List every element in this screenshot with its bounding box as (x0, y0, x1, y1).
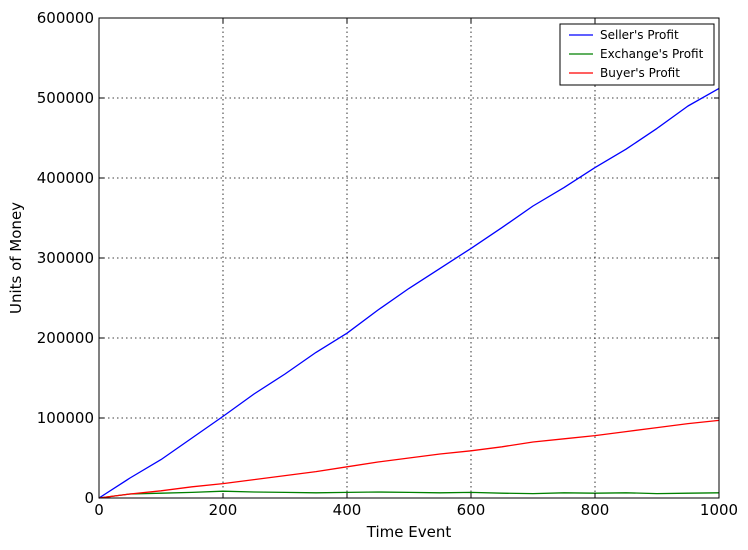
y-tick-label: 200000 (37, 329, 94, 347)
legend: Seller's Profit Exchange's Profit Buyer's … (559, 23, 715, 86)
y-tick-label: 400000 (37, 169, 94, 187)
x-axis-label: Time Event (366, 523, 452, 541)
y-tick-label: 0 (84, 489, 94, 507)
x-tick-label: 200 (209, 501, 238, 519)
x-tick-label: 0 (94, 501, 104, 519)
series-line-exchange-s-profit (98, 490, 720, 499)
x-tick-label: 800 (581, 501, 610, 519)
ticks: 0 200 400 600 800 1000 0 100000 200000 300000 4000… (37, 9, 738, 519)
y-axis-label: Units of Money (7, 202, 25, 314)
legend-entry-label: Exchange's Profit (600, 47, 704, 61)
x-tick-label: 600 (457, 501, 486, 519)
legend-entry-label: Buyer's Profit (600, 66, 680, 80)
y-tick-label: 500000 (37, 89, 94, 107)
y-tick-label: 100000 (37, 409, 94, 427)
x-tick-label: 400 (333, 501, 362, 519)
y-tick-label: 600000 (37, 9, 94, 27)
series-layer (98, 87, 720, 499)
grid (99, 18, 719, 498)
legend-entry-label: Seller's Profit (600, 28, 679, 42)
series-line-seller-s-profit (98, 87, 720, 499)
x-tick-label: 1000 (700, 501, 738, 519)
y-tick-label: 300000 (37, 249, 94, 267)
series-line-buyer-s-profit (98, 419, 720, 499)
